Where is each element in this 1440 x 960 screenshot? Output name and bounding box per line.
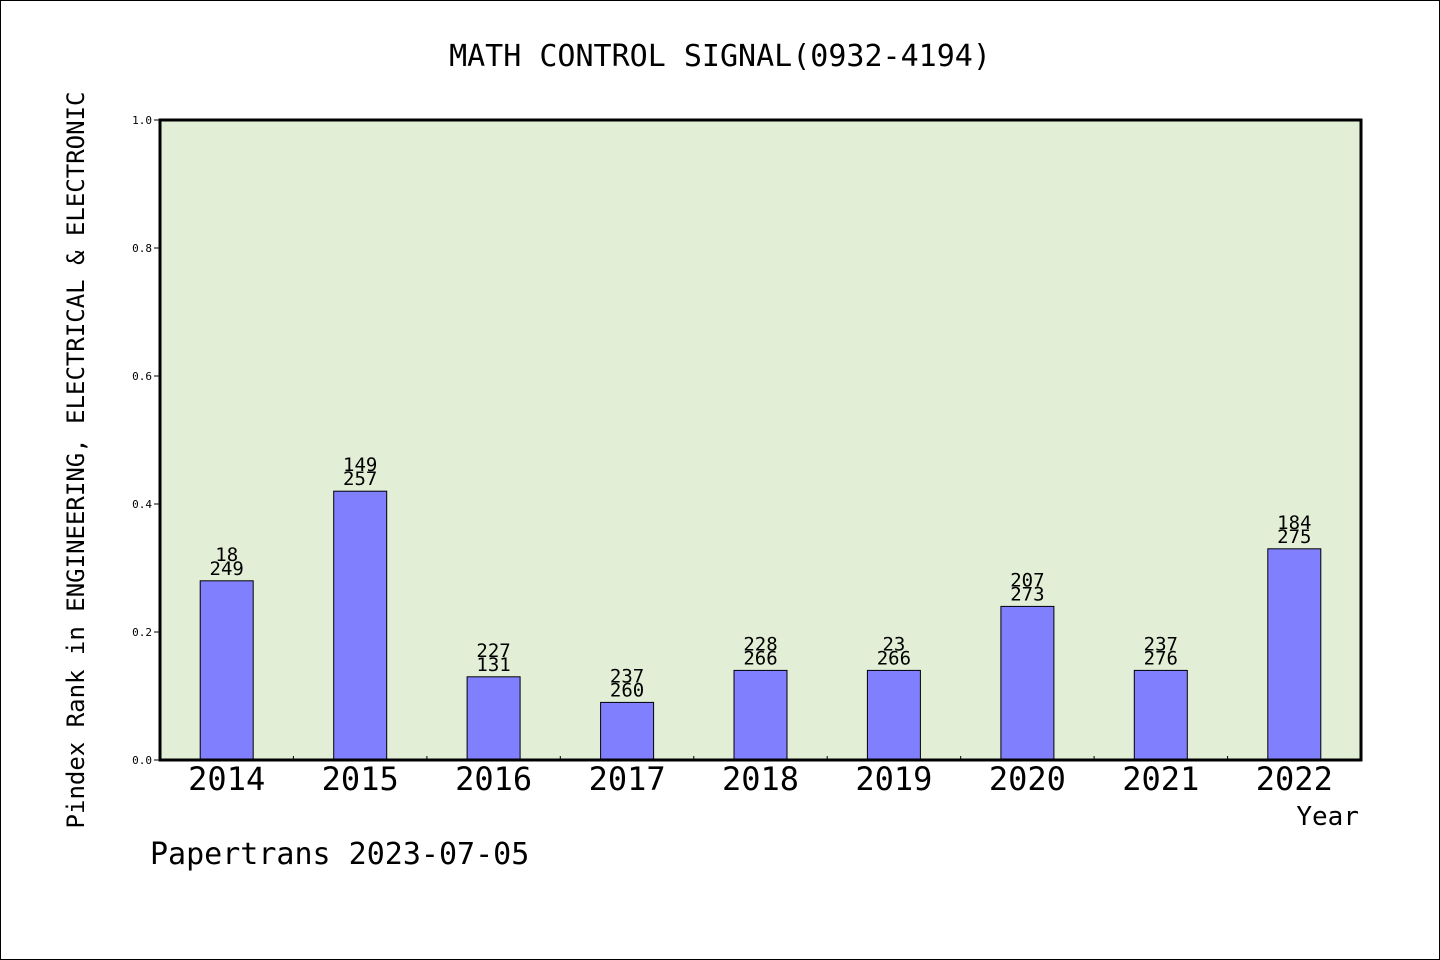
bar-2014 [199, 580, 254, 761]
x-tick-label-2022: 2022 [1256, 760, 1333, 798]
chart-title: MATH CONTROL SIGNAL(0932-4194) [449, 39, 991, 74]
bar-2020 [1000, 605, 1055, 761]
bar-2017 [600, 701, 655, 761]
x-tick-label-2014: 2014 [188, 760, 265, 798]
data-label-bottom-2016: 131 [476, 654, 510, 676]
y-axis-label: Pindex Rank in ENGINEERING, ELECTRICAL &… [62, 92, 90, 829]
bar-2018 [733, 669, 788, 761]
bar-2022 [1267, 548, 1322, 761]
data-label-top-2019: 23 [882, 633, 905, 655]
data-label-bottom-2017: 260 [610, 679, 644, 701]
x-axis-ticks: 2014 2015 2016 2017 2018 2019 2020 2021 2022 [188, 756, 1333, 798]
data-label-top-2020: 207 [1010, 569, 1044, 591]
bars-group [199, 490, 1322, 761]
footer-credit: Papertrans 2023-07-05 [150, 837, 529, 872]
bar-2021 [1133, 669, 1188, 761]
y-tick-label: 0.0 [132, 754, 152, 767]
bar-2016 [466, 676, 521, 761]
bar-2015 [333, 490, 388, 761]
data-label-top-2017: 237 [610, 665, 644, 687]
data-label-bottom-2014: 249 [210, 558, 244, 580]
y-tick-label: 0.4 [132, 498, 152, 511]
plot-border [158, 118, 1363, 762]
x-tick-label-2016: 2016 [455, 760, 532, 798]
data-label-top-2014: 18 [215, 544, 238, 566]
data-label-bottom-2020: 273 [1010, 583, 1044, 605]
data-label-top-2022: 184 [1277, 512, 1311, 534]
y-tick-label: 0.8 [132, 242, 152, 255]
x-tick-label-2017: 2017 [589, 760, 666, 798]
data-label-bottom-2019: 266 [877, 647, 911, 669]
data-label-bottom-2015: 257 [343, 468, 377, 490]
y-tick-label: 1.0 [132, 114, 152, 127]
x-tick-label-2020: 2020 [989, 760, 1066, 798]
data-label-bottom-2018: 266 [743, 647, 777, 669]
data-label-bottom-2021: 276 [1144, 647, 1178, 669]
data-label-top-2018: 228 [743, 633, 777, 655]
data-label-top-2015: 149 [343, 454, 377, 476]
x-tick-label-2015: 2015 [322, 760, 399, 798]
data-label-top-2016: 227 [476, 640, 510, 662]
y-tick-label: 0.6 [132, 370, 152, 383]
y-tick-label: 0.2 [132, 626, 152, 639]
data-labels-group: 1824914925722713123726022826623266207273… [210, 454, 1312, 701]
y-axis-ticks: 0.0 0.2 0.4 0.6 0.8 1.0 [132, 114, 160, 767]
x-tick-label-2018: 2018 [722, 760, 799, 798]
x-axis-label: Year [1296, 802, 1359, 832]
x-tick-label-2019: 2019 [855, 760, 932, 798]
data-label-top-2021: 237 [1144, 633, 1178, 655]
bar-2019 [866, 669, 921, 761]
x-tick-label-2021: 2021 [1122, 760, 1199, 798]
data-label-bottom-2022: 275 [1277, 526, 1311, 548]
